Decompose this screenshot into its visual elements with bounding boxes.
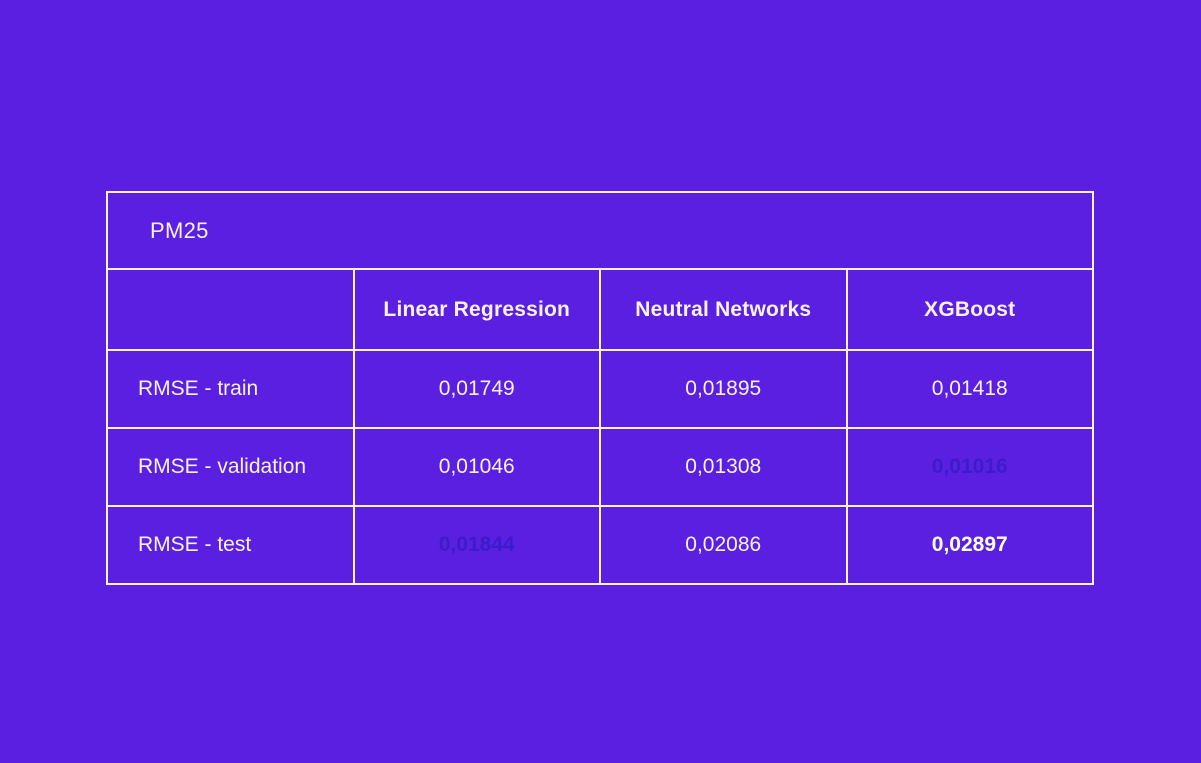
table-row-rmse-train: RMSE - train 0,01749 0,01895 0,01418 bbox=[106, 349, 1094, 429]
table-row-rmse-validation: RMSE - validation 0,01046 0,01308 0,0101… bbox=[106, 427, 1094, 507]
value-train-neutral-networks: 0,01895 bbox=[599, 349, 848, 429]
table-row-rmse-test: RMSE - test 0,01844 0,02086 0,02897 bbox=[106, 505, 1094, 585]
row-label-rmse-test: RMSE - test bbox=[106, 505, 355, 585]
value-test-xgboost-highlight-worst: 0,02897 bbox=[845, 505, 1094, 585]
table-header-row: Linear Regression Neutral Networks XGBoo… bbox=[106, 268, 1094, 351]
column-header-empty bbox=[106, 268, 355, 351]
value-train-xgboost: 0,01418 bbox=[845, 349, 1094, 429]
table-title: PM25 bbox=[106, 191, 1094, 270]
row-label-rmse-validation: RMSE - validation bbox=[106, 427, 355, 507]
column-header-xgboost: XGBoost bbox=[845, 268, 1094, 351]
value-train-linear-regression: 0,01749 bbox=[352, 349, 601, 429]
row-label-rmse-train: RMSE - train bbox=[106, 349, 355, 429]
column-header-neutral-networks: Neutral Networks bbox=[599, 268, 848, 351]
value-validation-neutral-networks: 0,01308 bbox=[599, 427, 848, 507]
value-test-linear-regression-highlight-best: 0,01844 bbox=[352, 505, 601, 585]
value-validation-xgboost-highlight-best: 0,01016 bbox=[845, 427, 1094, 507]
table-title-row: PM25 bbox=[106, 191, 1094, 270]
value-validation-linear-regression: 0,01046 bbox=[352, 427, 601, 507]
column-header-linear-regression: Linear Regression bbox=[352, 268, 601, 351]
value-test-neutral-networks: 0,02086 bbox=[599, 505, 848, 585]
rmse-results-table: PM25 Linear Regression Neutral Networks … bbox=[106, 191, 1094, 585]
